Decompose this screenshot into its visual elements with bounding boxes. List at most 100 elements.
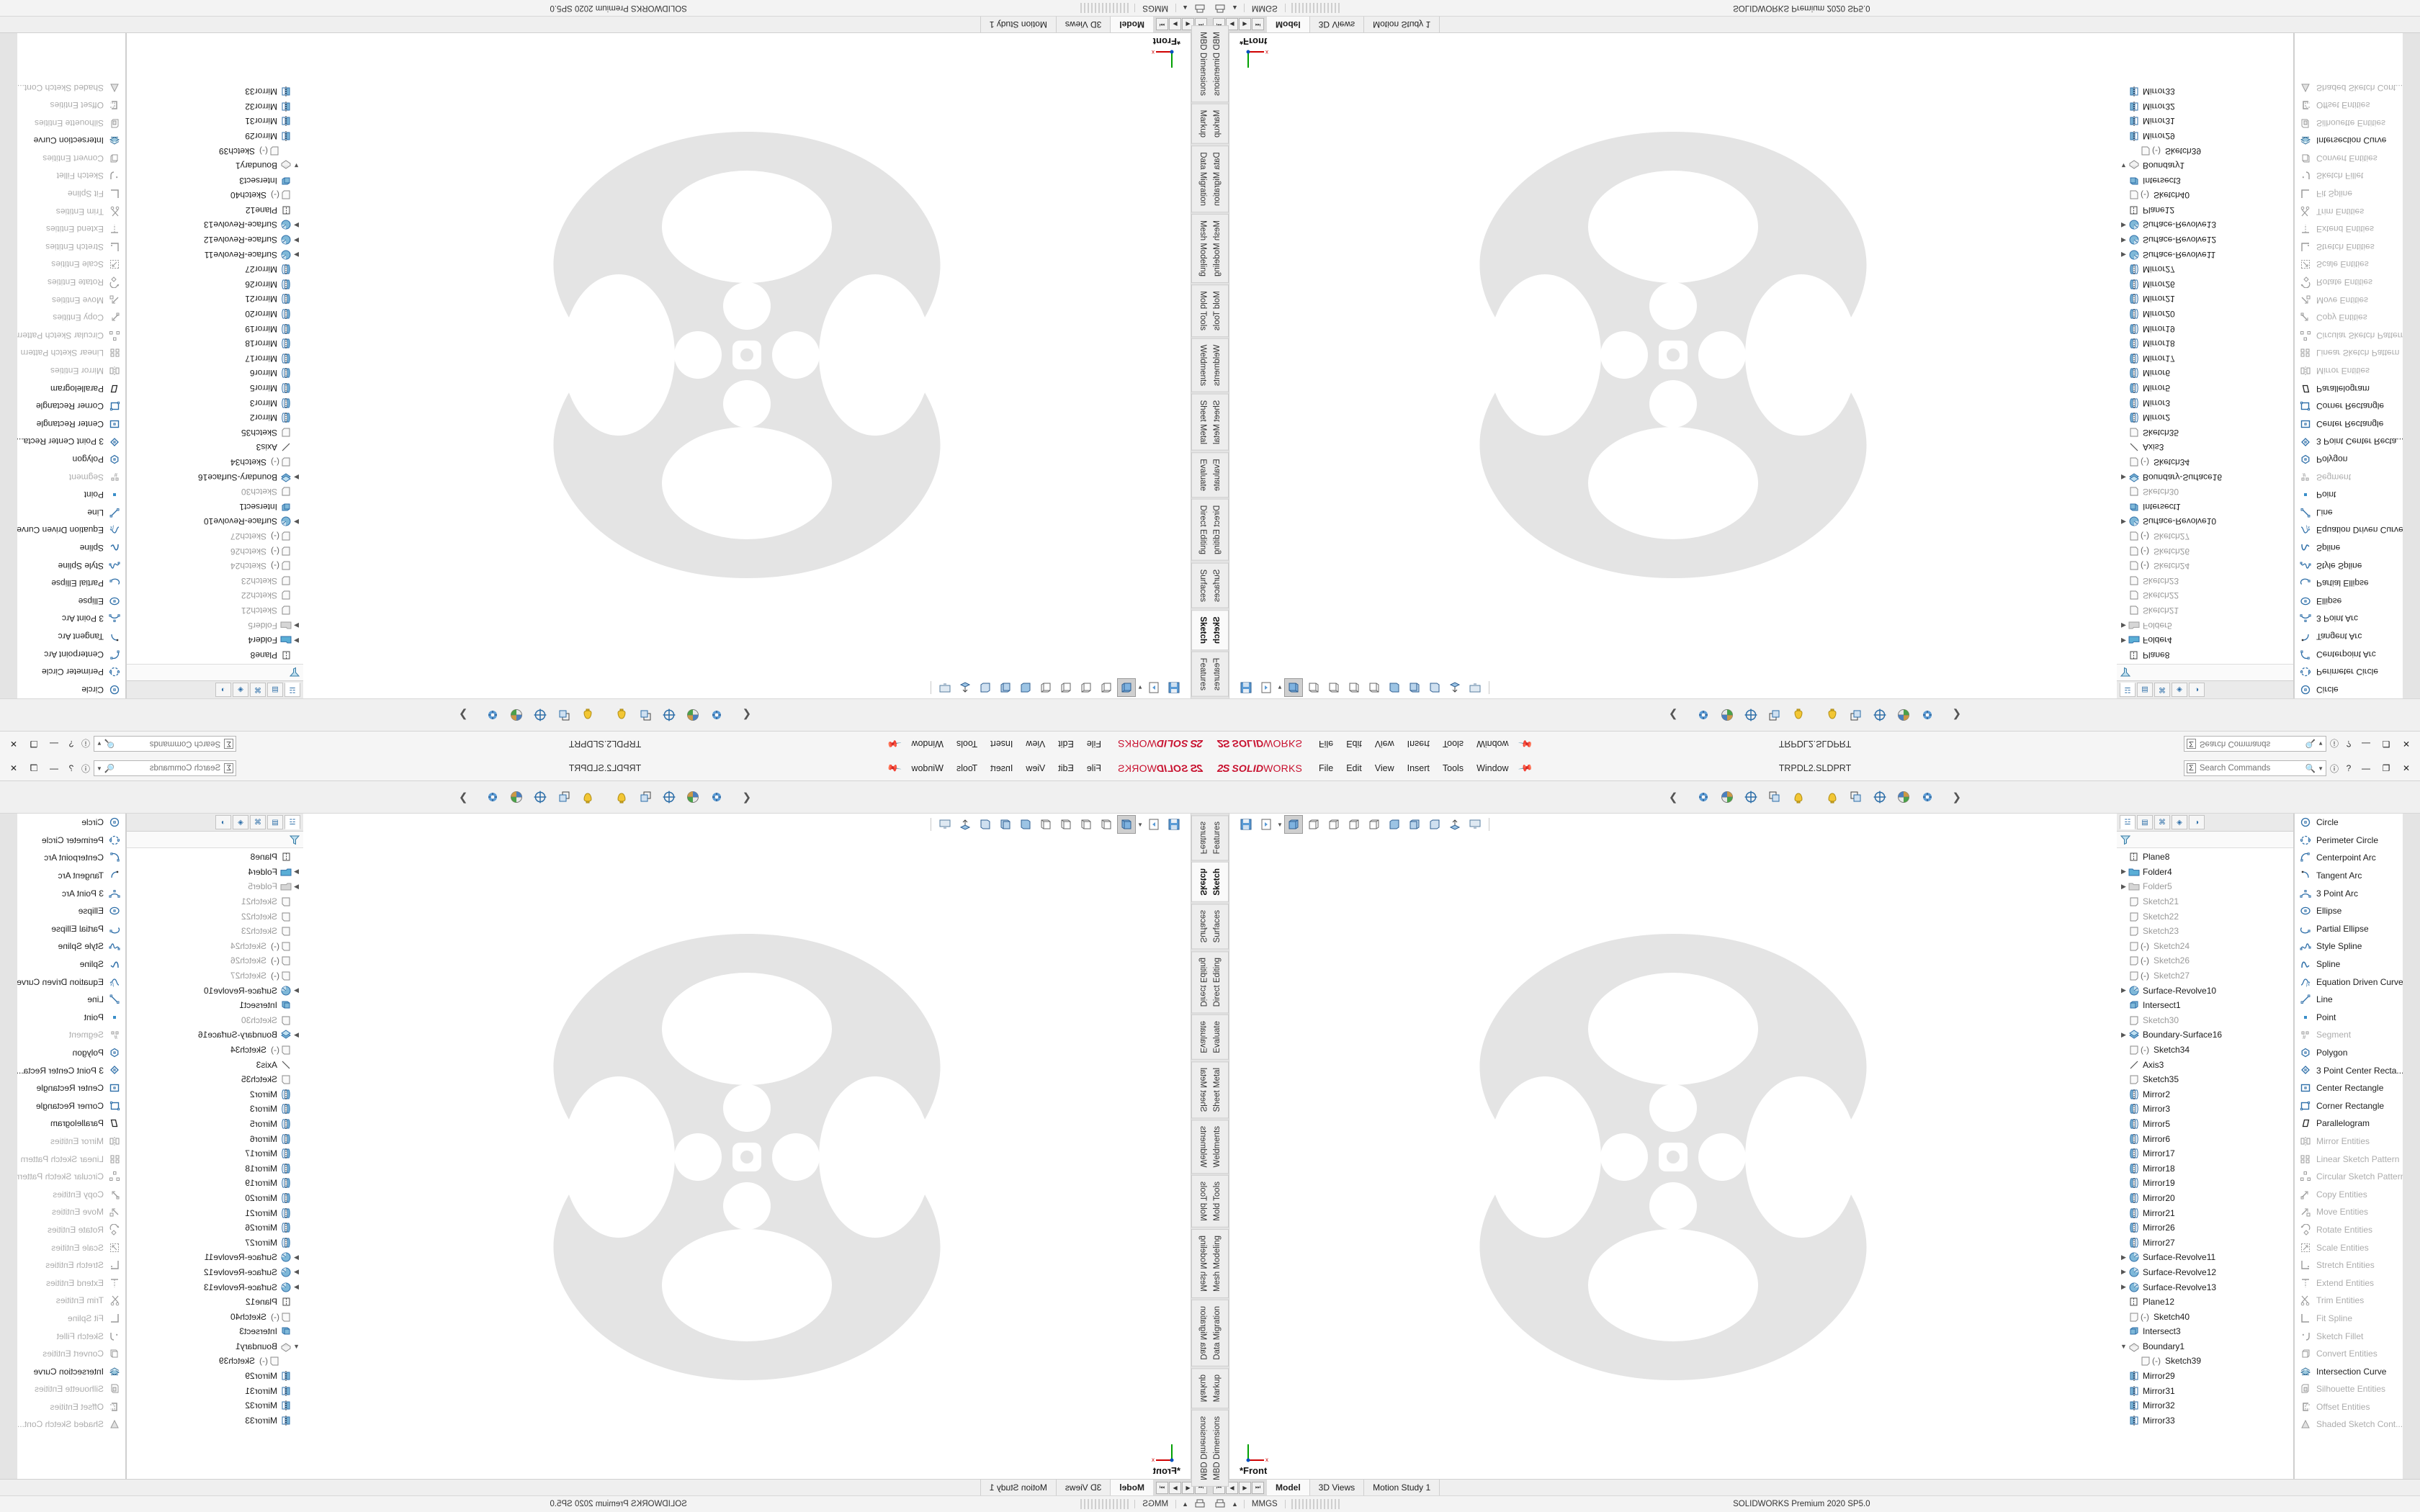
palette-item[interactable]: Ellipse bbox=[17, 592, 125, 610]
tree-item[interactable]: (-) Sketch34 bbox=[2118, 455, 2293, 470]
shaded-view-icon[interactable] bbox=[1385, 815, 1404, 834]
isometric-view-icon[interactable] bbox=[1097, 678, 1116, 697]
palette-item[interactable]: Trim Entities bbox=[2295, 202, 2403, 220]
chevron-down-icon[interactable]: ▼ bbox=[97, 740, 102, 747]
palette-item[interactable]: Corner Rectangle bbox=[17, 397, 125, 415]
palette-item[interactable]: Line bbox=[17, 503, 125, 521]
palette-item[interactable]: Polygon bbox=[17, 1044, 125, 1062]
tree-item[interactable]: Intersect3 bbox=[127, 1324, 302, 1339]
top-view-icon[interactable] bbox=[1057, 678, 1075, 697]
last-tab-button[interactable]: ⏭ bbox=[1156, 1481, 1168, 1494]
hide-show-items-icon-2[interactable] bbox=[1868, 786, 1891, 809]
display-style-icon[interactable] bbox=[635, 786, 658, 809]
tree-item[interactable]: Plane8 bbox=[127, 850, 302, 865]
palette-item[interactable]: Fit Spline bbox=[2295, 185, 2403, 203]
tree-item[interactable]: Mirror2 bbox=[127, 410, 302, 426]
palette-item[interactable]: Style Spline bbox=[2295, 937, 2403, 955]
palette-item[interactable]: 3 Point Arc bbox=[2295, 610, 2403, 628]
tab-mold-tools[interactable]: Mold Tools bbox=[1191, 1175, 1210, 1228]
menu-tools[interactable]: Tools bbox=[1442, 763, 1464, 773]
tree-item[interactable]: Mirror21 bbox=[127, 1205, 302, 1220]
palette-item[interactable]: Mirror Entities bbox=[2295, 362, 2403, 380]
view-settings-icon[interactable] bbox=[1692, 703, 1715, 726]
hide-show-items-icon[interactable] bbox=[1739, 703, 1762, 726]
tree-item[interactable]: Sketch21 bbox=[127, 894, 302, 909]
tree-expand-icon[interactable]: ▼ bbox=[293, 1342, 300, 1350]
tree-expand-icon[interactable]: ▶ bbox=[294, 868, 299, 876]
tree-item[interactable]: Sketch21 bbox=[127, 603, 302, 618]
tree-expand-icon[interactable]: ▶ bbox=[2121, 868, 2126, 876]
tree-item[interactable]: Mirror6 bbox=[2118, 1131, 2293, 1146]
view-normal-to-icon[interactable] bbox=[956, 678, 974, 697]
palette-item[interactable]: Silhouette Entities bbox=[17, 114, 125, 132]
apply-scene-icon-2[interactable] bbox=[506, 703, 529, 726]
palette-item[interactable]: Extend Entities bbox=[2295, 1274, 2403, 1292]
save-icon[interactable] bbox=[1165, 678, 1183, 697]
tree-item[interactable]: Mirror19 bbox=[127, 321, 302, 336]
tree-item[interactable]: Axis3 bbox=[127, 440, 302, 455]
menu-edit[interactable]: Edit bbox=[1058, 763, 1074, 773]
palette-item[interactable]: Style Spline bbox=[2295, 557, 2403, 575]
palette-item[interactable]: Extend Entities bbox=[2295, 220, 2403, 238]
pushpin-icon[interactable]: 📌 bbox=[1517, 736, 1533, 752]
menu-edit[interactable]: Edit bbox=[1346, 763, 1362, 773]
palette-item[interactable]: Ellipse bbox=[2295, 592, 2403, 610]
palette-item[interactable]: Shaded Sketch Cont... bbox=[17, 78, 125, 96]
feature-tree-filter-row[interactable] bbox=[127, 664, 303, 680]
tree-item[interactable]: Mirror2 bbox=[2118, 1087, 2293, 1102]
tree-item[interactable]: Mirror29 bbox=[2118, 129, 2293, 144]
tree-item[interactable]: Mirror17 bbox=[2118, 351, 2293, 366]
tree-item[interactable]: ▼ Boundary1 bbox=[127, 158, 302, 174]
tree-item[interactable]: Mirror17 bbox=[127, 351, 302, 366]
tab-sketch[interactable]: Sketch bbox=[1210, 609, 1229, 650]
front-view-icon[interactable] bbox=[1325, 815, 1343, 834]
palette-item[interactable]: fx Equation Driven Curve bbox=[17, 521, 125, 539]
view-orientation-icon[interactable] bbox=[1117, 815, 1137, 834]
right-view-icon[interactable] bbox=[1036, 678, 1055, 697]
search-magnifier-icon[interactable]: 🔍 bbox=[2305, 739, 2316, 747]
palette-item[interactable]: Line bbox=[2295, 991, 2403, 1009]
palette-item[interactable]: Spline bbox=[2295, 955, 2403, 973]
property-manager-tab[interactable]: ▤ bbox=[2137, 815, 2153, 829]
palette-item[interactable]: 3 Point Center Recta... bbox=[2295, 433, 2403, 451]
scroll-left-icon[interactable]: ❮ bbox=[742, 708, 752, 721]
tab-mesh-modeling[interactable]: Mesh Modeling bbox=[1210, 1229, 1229, 1299]
property-manager-tab[interactable]: ▤ bbox=[2137, 683, 2153, 697]
palette-item[interactable]: Sketch Fillet bbox=[17, 1327, 125, 1345]
tree-item[interactable]: (-) Sketch39 bbox=[2118, 1354, 2293, 1369]
tree-item[interactable]: Mirror33 bbox=[127, 1413, 302, 1428]
apply-scene-icon-2[interactable] bbox=[1892, 786, 1915, 809]
tree-expand-icon[interactable]: ▶ bbox=[294, 1253, 299, 1261]
menu-view[interactable]: View bbox=[1374, 739, 1394, 749]
tree-item[interactable]: Mirror18 bbox=[127, 336, 302, 351]
isometric-view-icon[interactable] bbox=[1304, 815, 1323, 834]
tree-item[interactable]: Plane8 bbox=[2118, 850, 2293, 865]
menu-edit[interactable]: Edit bbox=[1058, 739, 1074, 749]
tree-item[interactable]: (-) Sketch27 bbox=[127, 529, 302, 544]
tab-evaluate[interactable]: Evaluate bbox=[1210, 1014, 1229, 1060]
edit-appearance-icon-2[interactable] bbox=[1821, 786, 1844, 809]
search-input[interactable] bbox=[117, 739, 223, 749]
shaded-with-edges-icon[interactable] bbox=[996, 678, 1015, 697]
palette-item[interactable]: Point bbox=[17, 486, 125, 504]
chevron-up-icon[interactable]: ▲ bbox=[1182, 4, 1188, 12]
rebuild-icon[interactable] bbox=[1144, 815, 1163, 834]
prev-tab-button[interactable]: ◀ bbox=[1226, 1481, 1238, 1494]
apply-scene-icon[interactable] bbox=[1716, 786, 1739, 809]
feature-tree[interactable]: Plane8 ▶ Folder4 ▶ Folder5 Sketch21 Sketch22 Sk… bbox=[2117, 33, 2293, 664]
hide-show-items-icon-2[interactable] bbox=[1868, 703, 1891, 726]
tab-features[interactable]: Features bbox=[1191, 651, 1210, 697]
tree-item[interactable]: ▼ Boundary1 bbox=[2118, 158, 2293, 174]
palette-item[interactable]: Silhouette Entities bbox=[2295, 114, 2403, 132]
tree-item[interactable]: ▶ Folder4 bbox=[127, 633, 302, 648]
next-tab-button[interactable]: ▶ bbox=[1169, 18, 1181, 31]
palette-item[interactable]: Move Entities bbox=[17, 291, 125, 309]
close-button[interactable]: ✕ bbox=[9, 739, 18, 749]
tab-sketch[interactable]: Sketch bbox=[1191, 609, 1210, 650]
tree-item[interactable]: Mirror5 bbox=[2118, 1117, 2293, 1132]
palette-item[interactable]: Copy Entities bbox=[17, 309, 125, 327]
minimize-button[interactable]: — bbox=[2362, 763, 2370, 773]
shaded-with-edges-icon[interactable] bbox=[1405, 678, 1424, 697]
pushpin-icon[interactable]: 📌 bbox=[887, 736, 903, 752]
palette-item[interactable]: Rotate Entities bbox=[2295, 1221, 2403, 1239]
